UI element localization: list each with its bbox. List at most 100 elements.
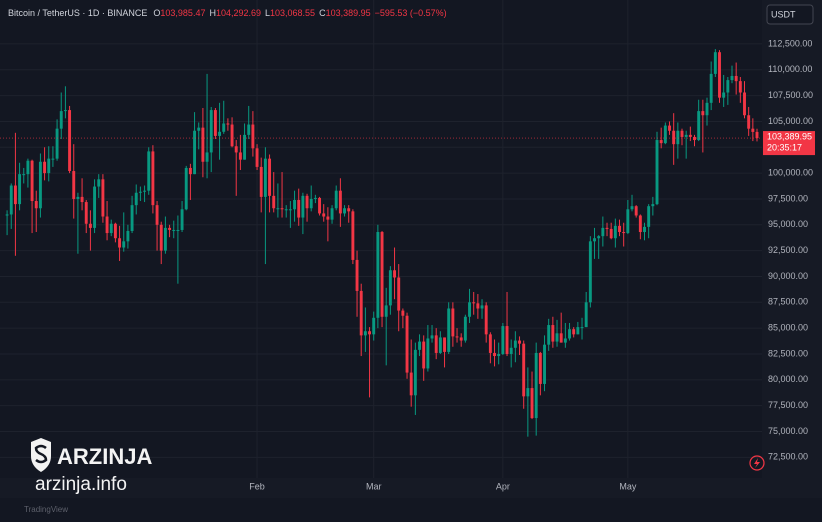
candle-body: [259, 166, 263, 197]
alert-icon[interactable]: [749, 455, 765, 471]
legend-title: Bitcoin / TetherUS · 1D · BINANCE: [8, 8, 147, 18]
candle-body: [363, 331, 367, 336]
candle-body: [218, 131, 222, 136]
candle-body: [247, 124, 251, 135]
ohlc-legend: Bitcoin / TetherUS · 1D · BINANCE O103,98…: [8, 8, 447, 18]
candle-body: [484, 305, 488, 335]
candle-body: [534, 352, 538, 419]
candle-body: [530, 388, 534, 419]
candle-body: [372, 317, 376, 335]
candle-body: [393, 270, 396, 278]
candle-body: [413, 349, 417, 396]
candle-body: [551, 325, 555, 342]
candle-body: [405, 315, 409, 373]
candle-body: [418, 341, 421, 350]
y-tick-label: 105,000.00: [768, 116, 813, 126]
x-tick-label: Apr: [496, 481, 510, 491]
currency[interactable]: USDT: [771, 9, 796, 19]
candle-body: [338, 190, 342, 214]
candle-body: [538, 352, 542, 384]
candle-body: [430, 335, 434, 339]
candle-body: [730, 75, 734, 81]
candle-body: [626, 209, 630, 234]
candle-body: [555, 333, 559, 342]
y-tick-label: 92,500.00: [768, 245, 808, 255]
candle-body: [601, 227, 605, 237]
candle-body: [188, 167, 192, 175]
countdown-label: 20:35:17: [767, 142, 802, 152]
candle-body: [501, 326, 505, 354]
candle-body: [18, 174, 22, 205]
candle-body: [755, 131, 759, 139]
y-tick-label: 107,500.00: [768, 90, 813, 100]
candle-body: [493, 352, 496, 357]
candle-body: [134, 192, 138, 206]
candle-body: [313, 197, 317, 199]
candle-body: [705, 102, 709, 116]
footer-bar: [0, 498, 822, 522]
candle-body: [559, 333, 563, 343]
candle-body: [5, 214, 9, 216]
watermark-site: arzinja.info: [35, 474, 127, 495]
candle-body: [284, 209, 288, 211]
candle-body: [684, 134, 688, 137]
legend-value: 103,389.95: [326, 8, 371, 18]
alert-bolt: [754, 458, 760, 468]
legend-value: 103,985.47: [160, 8, 205, 18]
candle-body: [455, 336, 459, 338]
currency-box[interactable]: [766, 4, 814, 25]
candle-body: [497, 353, 501, 357]
candle-body: [651, 204, 655, 207]
candle-body: [105, 216, 109, 234]
candle-body: [697, 111, 701, 141]
candle-body: [734, 75, 738, 82]
candle-body: [209, 110, 213, 153]
candle-body: [130, 205, 134, 231]
candle-body: [647, 206, 651, 227]
candle-body: [409, 372, 413, 396]
watermark: ARZINJA arzinja.info: [31, 438, 152, 495]
candles: [0, 49, 762, 437]
candle-body: [43, 161, 47, 174]
candle-body: [659, 140, 663, 144]
candle-body: [568, 329, 571, 339]
legend-key: L: [265, 8, 270, 18]
axes: 72,500.00 75,000.00 77,500.00 80,000.00 82,5…: [249, 38, 815, 491]
candle-body: [59, 111, 63, 129]
candle-body: [155, 205, 159, 225]
y-tick-label: 85,000.00: [768, 323, 808, 333]
candle-body: [197, 127, 201, 131]
candle-body: [422, 341, 426, 369]
candle-body: [193, 130, 197, 175]
candle-body: [351, 211, 355, 260]
candle-body: [388, 270, 392, 306]
candle-body: [693, 136, 696, 141]
candle-body: [88, 223, 92, 228]
legend-key: C: [319, 8, 326, 18]
candle-body: [426, 338, 430, 369]
y-tick-label: 90,000.00: [768, 271, 808, 281]
candle-body: [26, 160, 30, 175]
y-tick-label: 87,500.00: [768, 297, 808, 307]
candle-body: [205, 152, 209, 162]
candle-body: [605, 227, 609, 229]
candle-body: [280, 208, 284, 210]
candle-body: [543, 344, 546, 384]
candle-body: [588, 241, 592, 303]
y-tick-label: 112,500.00: [768, 38, 812, 48]
candle-body: [509, 347, 513, 354]
candle-body: [459, 337, 463, 341]
candle-body: [301, 195, 305, 218]
candle-body: [368, 331, 372, 335]
candle-body: [630, 206, 634, 210]
candle-body: [747, 115, 751, 129]
candle-body: [709, 73, 713, 103]
candle-body: [234, 146, 238, 153]
legend-change: −595.53 (−0.57%): [375, 8, 447, 18]
candle-body: [343, 208, 347, 214]
legend-key: H: [209, 8, 216, 18]
candle-body: [305, 195, 309, 209]
candle-body: [322, 213, 326, 217]
candle-body: [201, 127, 205, 162]
candle-body: [547, 325, 551, 345]
